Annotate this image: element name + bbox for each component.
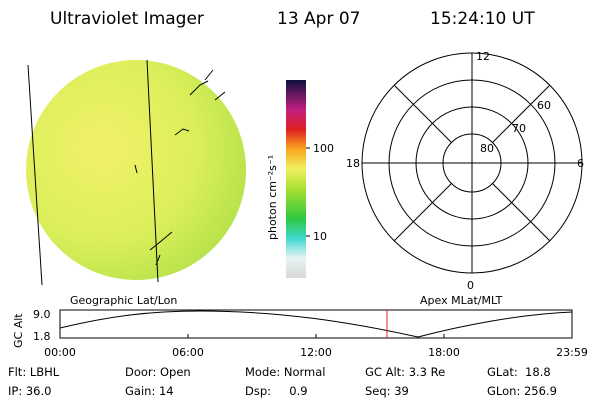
info-field: GC Alt: 3.3 Re bbox=[365, 365, 445, 379]
info-field: IP: 36.0 bbox=[8, 384, 51, 398]
info-field: Door: Open bbox=[125, 365, 191, 379]
info-field: Seq: 39 bbox=[365, 384, 409, 398]
polar-label: 6 bbox=[577, 157, 584, 170]
x-tick-label: 12:00 bbox=[300, 346, 332, 359]
x-tick-label: 06:00 bbox=[172, 346, 204, 359]
x-tick-label: 00:00 bbox=[44, 346, 76, 359]
plot-title: Geographic Lat/Lon bbox=[70, 294, 177, 307]
info-field: Dsp: 0.9 bbox=[245, 384, 308, 398]
colorbar bbox=[286, 80, 306, 278]
x-tick-label: 18:00 bbox=[428, 346, 460, 359]
altitude-curve bbox=[59, 310, 573, 338]
polar-label: 0 bbox=[467, 279, 474, 292]
polar-grid bbox=[361, 52, 583, 274]
info-field: GLat: 18.8 bbox=[487, 365, 551, 379]
time: 15:24:10 UT bbox=[430, 9, 535, 29]
title: Ultraviolet Imager bbox=[50, 9, 204, 29]
info-field: Gain: 14 bbox=[125, 384, 174, 398]
colorbar-label: photon cm⁻²s⁻¹ bbox=[266, 155, 279, 240]
colorbar-tick: 10 bbox=[313, 230, 327, 243]
info-field: Flt: LBHL bbox=[8, 365, 60, 379]
info-field: GLon: 256.9 bbox=[487, 384, 557, 398]
info-field: Mode: Normal bbox=[245, 365, 325, 379]
polar-label: 12 bbox=[476, 50, 490, 63]
polar-ring-label: 70 bbox=[512, 122, 526, 135]
polar-ring-label: 80 bbox=[480, 142, 494, 155]
date: 13 Apr 07 bbox=[277, 9, 360, 29]
y-axis-label: GC Alt bbox=[12, 313, 25, 348]
polar-label: 18 bbox=[346, 157, 360, 170]
plot-title: Apex MLat/MLT bbox=[420, 294, 503, 307]
earth-image bbox=[26, 59, 246, 286]
y-tick-label: 1.8 bbox=[33, 330, 51, 343]
y-tick-label: 9.0 bbox=[33, 308, 51, 321]
polar-ring-label: 60 bbox=[537, 99, 551, 112]
x-tick-label: 23:59 bbox=[556, 346, 588, 359]
colorbar-tick: 100 bbox=[313, 142, 334, 155]
